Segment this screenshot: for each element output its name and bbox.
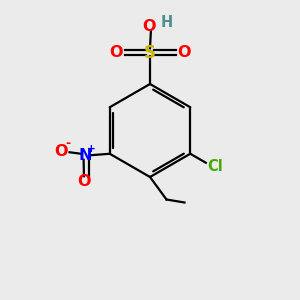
Text: H: H (160, 15, 172, 30)
Text: -: - (65, 137, 70, 150)
Text: O: O (77, 174, 91, 189)
Text: +: + (87, 144, 95, 154)
Text: O: O (109, 45, 123, 60)
Text: Cl: Cl (208, 159, 223, 174)
Text: S: S (144, 44, 156, 62)
Text: O: O (54, 144, 68, 159)
Text: O: O (178, 45, 191, 60)
Text: O: O (143, 19, 156, 34)
Text: N: N (78, 148, 92, 163)
